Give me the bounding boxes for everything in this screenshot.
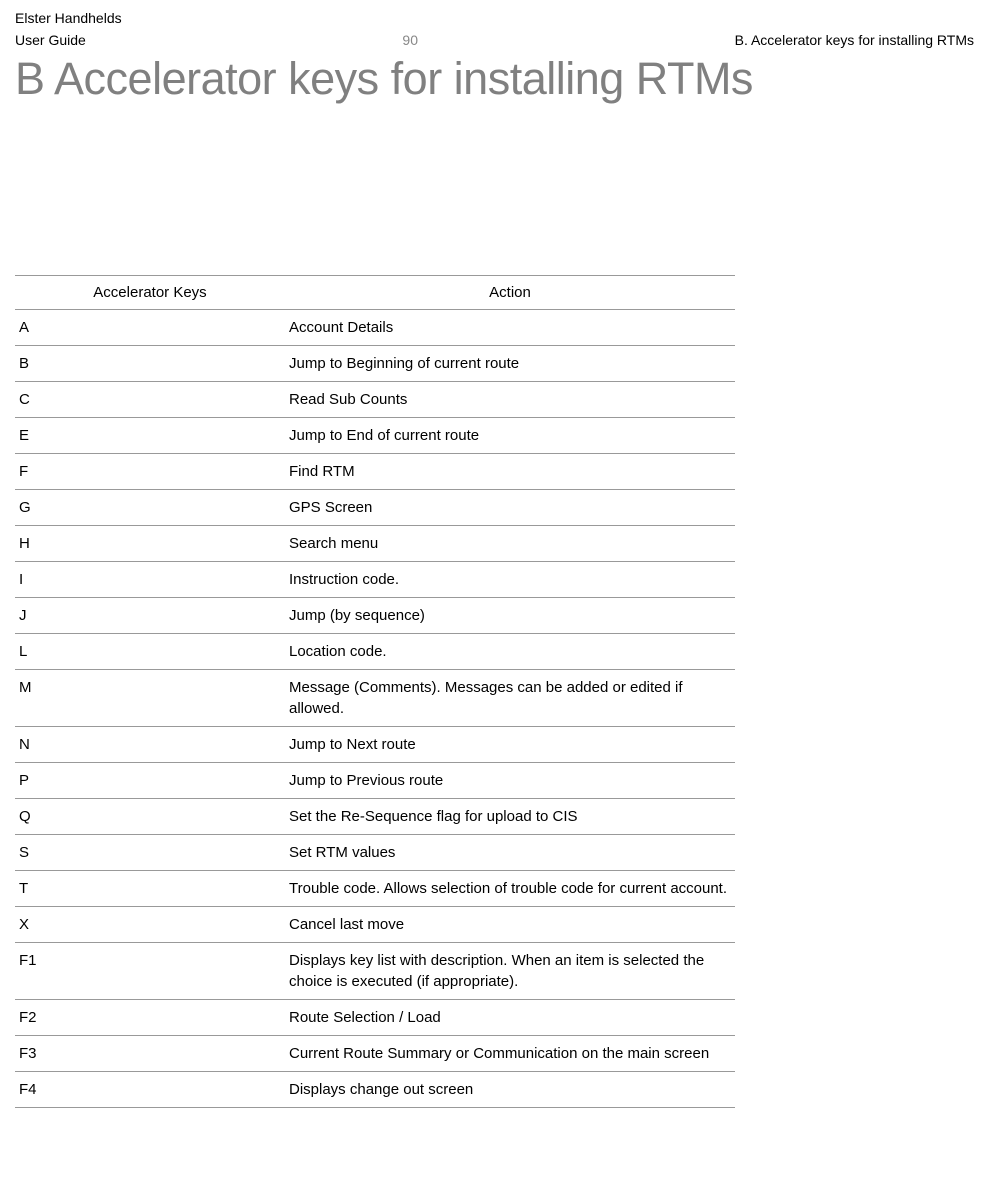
page-header-bottom: User Guide 90 B. Accelerator keys for in… (15, 32, 974, 48)
page-header: Elster Handhelds (15, 10, 974, 26)
table-cell-key: X (15, 907, 285, 943)
table-cell-action: Message (Comments). Messages can be adde… (285, 670, 735, 727)
table-cell-key: A (15, 310, 285, 346)
table-cell-action: Cancel last move (285, 907, 735, 943)
table-row: F4Displays change out screen (15, 1072, 735, 1108)
table-cell-key: B (15, 346, 285, 382)
table-cell-action: Account Details (285, 310, 735, 346)
table-row: LLocation code. (15, 634, 735, 670)
table-row: CRead Sub Counts (15, 382, 735, 418)
table-cell-action: Jump to Previous route (285, 763, 735, 799)
table-row: SSet RTM values (15, 835, 735, 871)
table-cell-key: S (15, 835, 285, 871)
table-row: PJump to Previous route (15, 763, 735, 799)
table-row: EJump to End of current route (15, 418, 735, 454)
table-cell-key: F2 (15, 1000, 285, 1036)
table-row: HSearch menu (15, 526, 735, 562)
table-row: F1Displays key list with description. Wh… (15, 943, 735, 1000)
table-header-action: Action (285, 276, 735, 310)
table-row: QSet the Re-Sequence flag for upload to … (15, 799, 735, 835)
table-cell-key: L (15, 634, 285, 670)
table-cell-key: P (15, 763, 285, 799)
table-cell-key: G (15, 490, 285, 526)
table-cell-key: F3 (15, 1036, 285, 1072)
table-cell-action: Jump to End of current route (285, 418, 735, 454)
table-cell-key: J (15, 598, 285, 634)
table-cell-action: GPS Screen (285, 490, 735, 526)
table-cell-key: F4 (15, 1072, 285, 1108)
table-cell-action: Jump (by sequence) (285, 598, 735, 634)
table-header-keys: Accelerator Keys (15, 276, 285, 310)
header-brand: Elster Handhelds (15, 10, 122, 26)
table-cell-key: Q (15, 799, 285, 835)
table-row: FFind RTM (15, 454, 735, 490)
header-docname: User Guide (15, 32, 86, 48)
table-row: IInstruction code. (15, 562, 735, 598)
table-row: XCancel last move (15, 907, 735, 943)
table-header-row: Accelerator Keys Action (15, 276, 735, 310)
accelerator-keys-table-container: Accelerator Keys Action AAccount Details… (15, 275, 735, 1108)
table-cell-key: M (15, 670, 285, 727)
table-cell-action: Route Selection / Load (285, 1000, 735, 1036)
table-row: TTrouble code. Allows selection of troub… (15, 871, 735, 907)
table-cell-key: T (15, 871, 285, 907)
table-cell-key: E (15, 418, 285, 454)
table-row: BJump to Beginning of current route (15, 346, 735, 382)
table-cell-action: Set RTM values (285, 835, 735, 871)
table-cell-action: Displays key list with description. When… (285, 943, 735, 1000)
table-row: MMessage (Comments). Messages can be add… (15, 670, 735, 727)
table-row: AAccount Details (15, 310, 735, 346)
table-cell-action: Instruction code. (285, 562, 735, 598)
table-cell-key: I (15, 562, 285, 598)
table-cell-key: N (15, 727, 285, 763)
table-row: GGPS Screen (15, 490, 735, 526)
table-cell-action: Search menu (285, 526, 735, 562)
table-row: F3Current Route Summary or Communication… (15, 1036, 735, 1072)
table-row: F2Route Selection / Load (15, 1000, 735, 1036)
table-cell-action: Jump to Beginning of current route (285, 346, 735, 382)
table-cell-key: C (15, 382, 285, 418)
table-cell-action: Read Sub Counts (285, 382, 735, 418)
table-cell-action: Location code. (285, 634, 735, 670)
table-cell-key: H (15, 526, 285, 562)
table-row: NJump to Next route (15, 727, 735, 763)
table-cell-action: Displays change out screen (285, 1072, 735, 1108)
table-cell-action: Find RTM (285, 454, 735, 490)
table-cell-key: F (15, 454, 285, 490)
accelerator-keys-table: Accelerator Keys Action AAccount Details… (15, 275, 735, 1108)
page-title: B Accelerator keys for installing RTMs (15, 53, 974, 105)
table-row: JJump (by sequence) (15, 598, 735, 634)
table-cell-key: F1 (15, 943, 285, 1000)
header-page-number: 90 (402, 32, 418, 48)
table-cell-action: Jump to Next route (285, 727, 735, 763)
table-cell-action: Set the Re-Sequence flag for upload to C… (285, 799, 735, 835)
table-cell-action: Current Route Summary or Communication o… (285, 1036, 735, 1072)
table-cell-action: Trouble code. Allows selection of troubl… (285, 871, 735, 907)
header-section: B. Accelerator keys for installing RTMs (735, 32, 974, 48)
